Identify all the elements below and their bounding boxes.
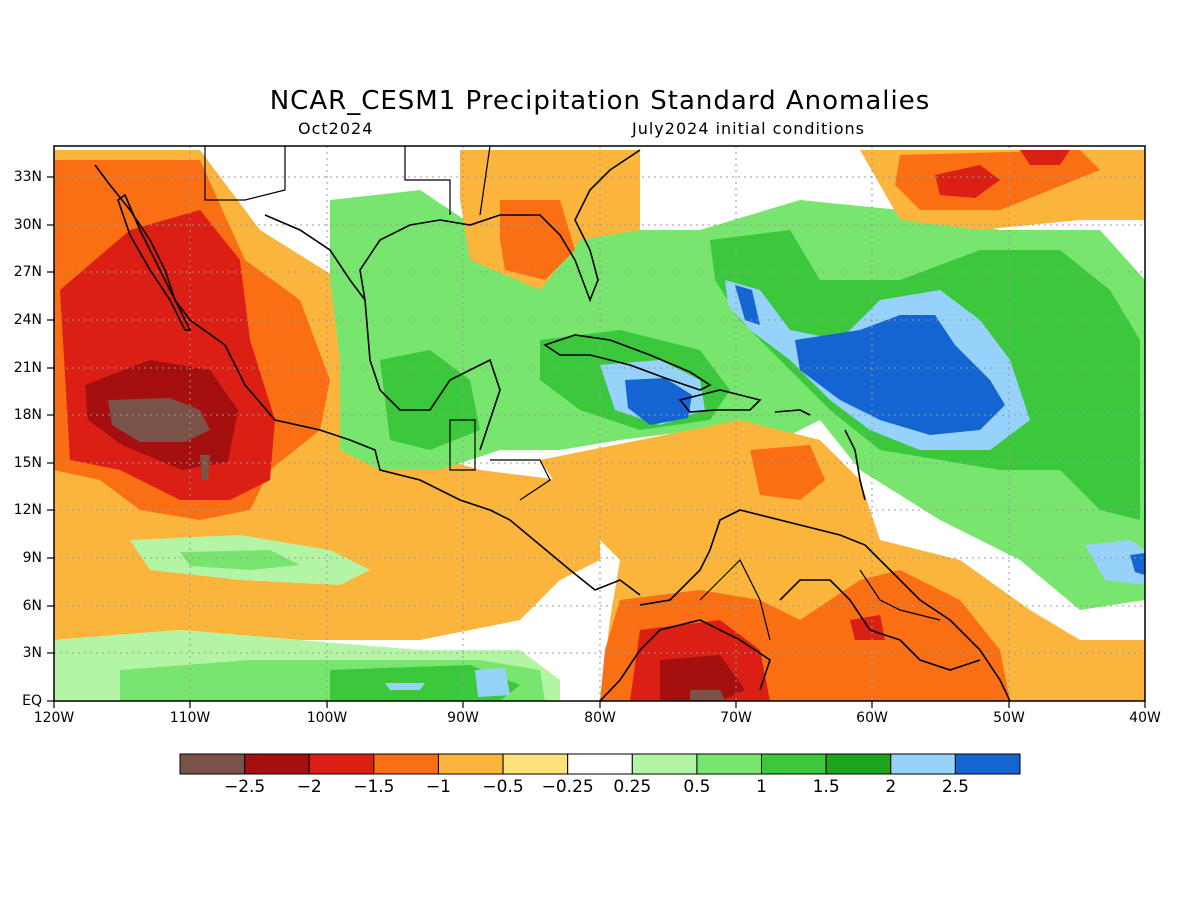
colorbar-label: 1.5: [812, 777, 840, 797]
anomaly-region: [735, 285, 760, 325]
lat-label: 15N: [13, 455, 42, 471]
colorbar-label: −1: [425, 777, 451, 797]
colorbar-label: 2.5: [941, 777, 969, 797]
anomaly-region: [750, 445, 825, 500]
lon-label: 90W: [447, 710, 479, 726]
borders: [204, 146, 941, 641]
anomaly-region: [1020, 150, 1070, 165]
lon-label: 50W: [993, 710, 1025, 726]
colorbar-swatch: [825, 753, 892, 775]
colorbar-swatch: [437, 753, 504, 775]
lon-label: 110W: [169, 710, 211, 726]
lat-label: EQ: [22, 693, 42, 709]
anomaly-region: [180, 550, 300, 570]
anomaly-region: [935, 165, 1000, 198]
colorbar-label: 0.25: [613, 777, 652, 797]
lon-label: 70W: [720, 710, 752, 726]
anomaly-region: [1085, 540, 1145, 585]
lat-label: 18N: [13, 407, 42, 423]
forecast-month: Oct2024: [298, 119, 374, 138]
tick-marks: [47, 176, 1146, 708]
colorbar-label: −0.25: [541, 777, 594, 797]
colorbar-swatch: [502, 753, 569, 775]
colorbar-label: 0.5: [683, 777, 711, 797]
lon-label: 100W: [306, 710, 348, 726]
lon-label: 60W: [856, 710, 888, 726]
coastlines: [94, 149, 1011, 701]
colorbar-label: −0.5: [482, 777, 524, 797]
anomaly-region: [108, 398, 210, 442]
anomaly-region: [500, 200, 575, 280]
anomaly-region: [795, 315, 1005, 435]
colorbar-swatch: [567, 753, 633, 775]
lat-label: 9N: [22, 550, 42, 566]
lat-label: 24N: [13, 312, 42, 328]
colorbar-label: 2: [885, 777, 897, 797]
colorbar-swatch: [179, 753, 246, 775]
anomaly-region: [380, 350, 480, 450]
anomaly-region: [660, 655, 745, 701]
initial-conditions: July2024 initial conditions: [632, 119, 865, 138]
anomaly-region: [200, 455, 210, 480]
colorbar-swatch: [761, 753, 827, 775]
lat-label: 21N: [13, 360, 42, 376]
lon-label: 40W: [1129, 710, 1161, 726]
anomaly-region: [385, 683, 425, 690]
colorbar-label: 1: [756, 777, 767, 797]
colorbar-label: −2.5: [223, 777, 266, 797]
colorbar-swatch: [244, 753, 310, 775]
colorbar-swatch: [373, 753, 439, 775]
anomaly-region: [690, 690, 725, 701]
colorbar-label: −1.5: [353, 777, 395, 797]
lat-label: 3N: [22, 645, 42, 661]
lat-label: 27N: [13, 264, 42, 280]
lat-label: 30N: [13, 217, 42, 233]
colorbar-swatch: [308, 753, 375, 775]
lat-label: 6N: [22, 598, 42, 614]
lat-label: 12N: [13, 502, 42, 518]
colorbar-swatch: [890, 753, 956, 775]
lon-label: 120W: [33, 710, 75, 726]
anomaly-field: [54, 146, 1145, 701]
anomaly-region: [475, 668, 510, 697]
colorbar-label: −2: [296, 777, 322, 797]
colorbar-swatch: [696, 753, 763, 775]
colorbar-swatch: [954, 753, 1021, 775]
lat-label: 33N: [13, 169, 42, 185]
chart-title: NCAR_CESM1 Precipitation Standard Anomal…: [269, 86, 931, 116]
colorbar-swatch: [631, 753, 698, 775]
anomaly-region: [625, 378, 692, 425]
lon-label: 80W: [584, 710, 616, 726]
